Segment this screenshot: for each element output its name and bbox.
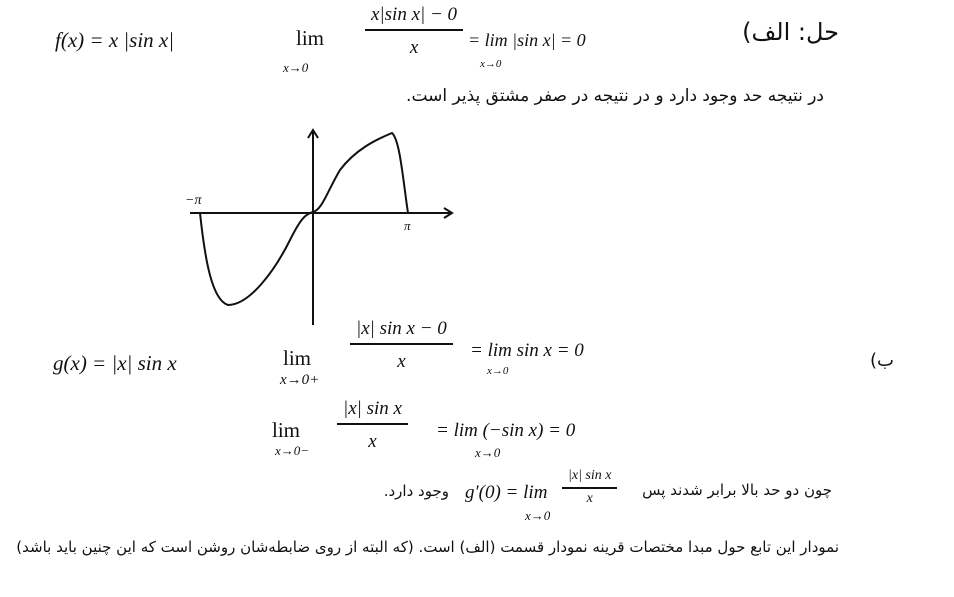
derivative-expression: g′(0) = lim xyxy=(465,482,548,503)
g-definition: g(x) = |x| sin x xyxy=(53,351,177,375)
difference-quotient: x|sin x| − 0 x xyxy=(365,4,464,59)
right-limit-result-subscript: x→0 xyxy=(487,365,509,377)
pi-label: π xyxy=(404,218,411,233)
left-limit-result: = lim (−sin x) = 0 xyxy=(436,420,576,441)
neg-pi-label: −π xyxy=(185,193,202,208)
x-axis-arrow xyxy=(443,207,454,219)
curve xyxy=(199,131,409,307)
part-a-conclusion: در نتیجه حد وجود دارد و در نتیجه در صفر … xyxy=(406,86,824,106)
y-axis-arrow xyxy=(307,128,319,139)
part-b-label: ب) xyxy=(870,350,894,371)
limit-result-subscript: x→0 xyxy=(480,58,502,70)
final-note: نمودار این تابع حول مبدا مختصات قرینه نم… xyxy=(16,538,839,556)
right-limit-label: lim xyxy=(283,346,312,370)
right-limit-subscript: x→0+ xyxy=(280,372,320,388)
derivative-subscript: x→0 xyxy=(525,508,551,523)
left-difference-quotient: |x| sin x x xyxy=(337,398,408,453)
limit-label: lim xyxy=(296,26,325,50)
f-definition: f(x) = x |sin x| xyxy=(55,28,175,52)
left-limit-subscript: x→0− xyxy=(275,443,310,458)
since-text: چون دو حد بالا برابر شدند پس xyxy=(642,481,832,499)
exists-text: وجود دارد. xyxy=(383,482,449,500)
right-difference-quotient: |x| sin x − 0 x xyxy=(350,318,453,373)
limit-subscript: x→0 xyxy=(283,60,309,75)
left-limit-label: lim xyxy=(272,418,301,442)
part-a-label: حل: الف) xyxy=(742,18,839,46)
left-limit-result-subscript: x→0 xyxy=(475,445,501,460)
right-limit-result: = lim sin x = 0 xyxy=(470,340,584,361)
derivative-quotient: |x| sin x x xyxy=(562,468,618,507)
limit-result: = lim |sin x| = 0 xyxy=(468,30,586,50)
